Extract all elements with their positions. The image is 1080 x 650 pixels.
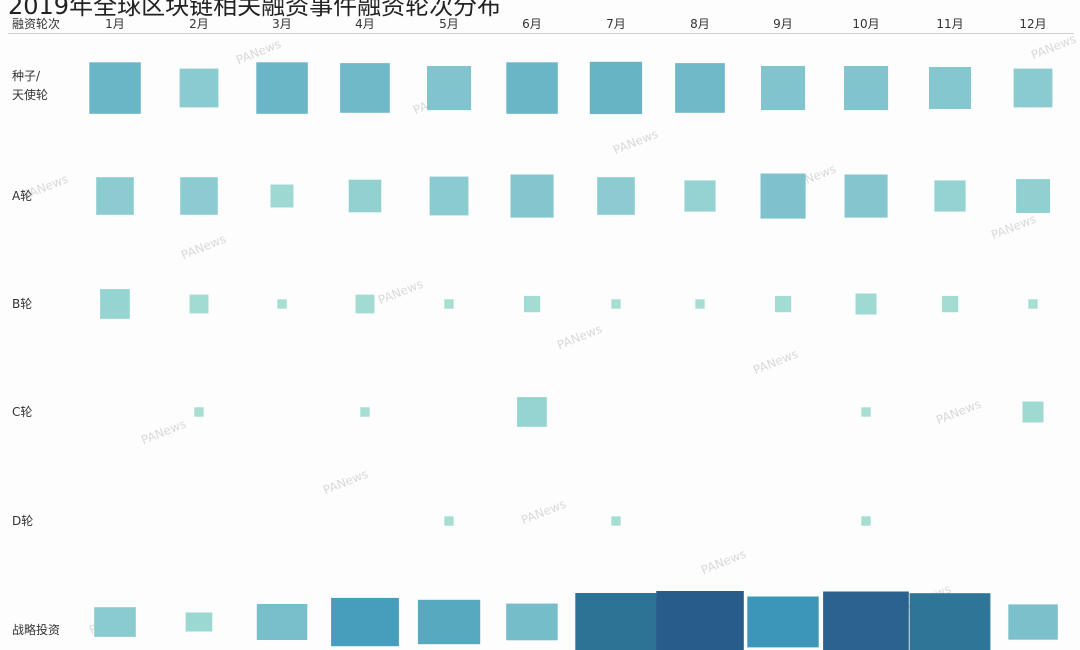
column-label: 12月 — [1019, 17, 1046, 31]
heatmap-cell — [256, 604, 308, 640]
heatmap-cell — [1008, 604, 1058, 640]
heatmap-cell — [506, 603, 558, 641]
heatmap-cell — [823, 591, 909, 650]
row-label: 战略投资 — [12, 622, 60, 637]
column-label: 5月 — [439, 17, 459, 31]
row-label: 种子/ — [12, 69, 41, 83]
column-labels: 1月 2月 3月 4月 5月 6月 7月 8月 9月 10月 11月 12月 — [105, 17, 1046, 31]
heatmap-cell — [597, 177, 635, 215]
heatmap-cell — [844, 66, 889, 111]
row-label: 天使轮 — [12, 87, 48, 102]
row-label: C轮 — [12, 405, 32, 419]
heatmap-cell — [340, 63, 390, 113]
heatmap-cell — [611, 299, 621, 309]
column-label: 9月 — [773, 17, 793, 31]
heatmap-cell — [270, 184, 294, 208]
heatmap-cell — [506, 62, 558, 114]
heatmap-cell — [909, 593, 991, 650]
heatmap-cell — [855, 293, 877, 315]
column-label: 1月 — [105, 17, 125, 31]
heatmap-cell — [575, 593, 657, 650]
heatmap-cell — [96, 177, 134, 215]
column-label: 3月 — [272, 17, 292, 31]
heatmap-cell — [844, 174, 888, 218]
heatmap-cell — [760, 173, 806, 219]
heatmap-cell — [360, 407, 370, 417]
heatmap-cell — [1022, 401, 1044, 423]
column-label: 8月 — [690, 17, 710, 31]
heatmap-cell — [179, 68, 219, 108]
heatmap-cell — [1016, 179, 1050, 213]
heatmap-cell — [929, 67, 971, 109]
heatmap-cell — [427, 66, 472, 111]
heatmap-cell — [684, 180, 716, 212]
heatmap-cell — [444, 516, 454, 526]
heatmap-cell — [185, 612, 213, 632]
heatmap-cell — [761, 66, 806, 111]
row-label: B轮 — [12, 297, 32, 311]
heatmap-cell — [510, 174, 554, 218]
column-label: 11月 — [936, 17, 963, 31]
heatmap-cell — [180, 177, 218, 215]
heatmap-cell — [348, 179, 382, 213]
row-label: A轮 — [12, 189, 32, 203]
heatmap-cell — [189, 294, 209, 314]
heatmap-cell — [1013, 68, 1053, 108]
heatmap-cell — [611, 516, 621, 526]
heatmap-cell — [89, 62, 141, 114]
corner-label: 融资轮次 — [12, 17, 60, 31]
chart-title: 2019年全球区块链相关融资事件融资轮次分布 — [8, 0, 502, 20]
heatmap-cell — [523, 295, 541, 313]
heatmap-cell — [194, 407, 204, 417]
heatmap-cell — [331, 597, 399, 647]
column-label: 6月 — [522, 17, 542, 31]
column-label: 10月 — [852, 17, 879, 31]
heatmap-cell — [100, 289, 130, 319]
heatmap-cell — [444, 299, 454, 309]
cells — [89, 61, 1058, 650]
heatmap-cell — [934, 180, 966, 212]
heatmap-cell — [256, 62, 308, 114]
heatmap-cell — [277, 299, 287, 309]
header-divider — [8, 33, 1074, 34]
heatmap-cell — [429, 176, 469, 216]
column-label: 7月 — [606, 17, 626, 31]
heatmap-cell — [589, 61, 643, 115]
heatmap-cell — [747, 596, 819, 648]
heatmap-cell — [774, 295, 792, 313]
heatmap-cell — [675, 63, 725, 113]
heatmap-cell — [861, 407, 871, 417]
heatmap-cell — [656, 591, 744, 650]
heatmap-cell — [417, 599, 481, 645]
column-label: 4月 — [355, 17, 375, 31]
heatmap-cell — [94, 607, 136, 637]
heatmap-cell — [517, 397, 547, 427]
heatmap-cell — [941, 295, 959, 313]
heatmap-cell — [355, 294, 375, 314]
row-label: D轮 — [12, 514, 33, 528]
column-label: 2月 — [189, 17, 209, 31]
heatmap-cell — [1028, 299, 1038, 309]
heatmap-cell — [695, 299, 705, 309]
heatmap-cell — [861, 516, 871, 526]
